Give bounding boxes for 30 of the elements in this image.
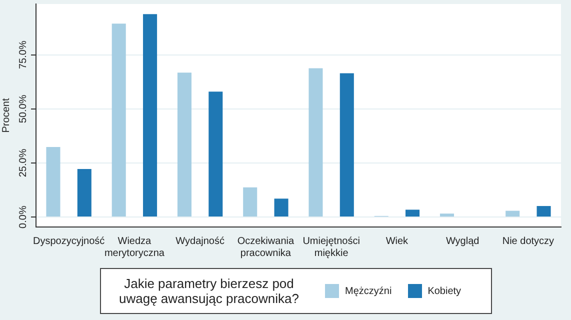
legend-label: Mężczyźni: [345, 286, 392, 296]
x-tick-label: Wiek: [386, 236, 410, 247]
bar: [274, 198, 288, 217]
bar: [406, 210, 420, 217]
legend-title: Jakie parametry bierzesz pod uwagę awansując pracownika?: [118, 276, 300, 306]
bar: [536, 206, 551, 217]
bar: [143, 14, 158, 217]
x-tick-label: Umiejętności miękkie: [302, 236, 360, 259]
x-tick-label: Wiedza merytoryczna: [104, 236, 165, 259]
bar: [340, 73, 354, 217]
y-tick-label: 75.0%: [18, 40, 29, 70]
bar: [46, 146, 60, 217]
x-tick-label: Nie dotyczy: [502, 236, 554, 247]
y-tick-label: 0.0%: [18, 206, 29, 228]
x-tick-label: Oczekiwania pracownika: [237, 236, 294, 259]
bar: [506, 210, 520, 217]
y-axis-title: Procent: [0, 98, 12, 133]
bar: [308, 68, 323, 217]
y-tick-label: 50.0%: [18, 94, 29, 124]
bar: [77, 169, 92, 217]
x-tick-label: Dyspozycyjność: [32, 236, 105, 247]
legend-label: Kobiety: [428, 286, 462, 296]
x-tick-label: Wygląd: [446, 236, 480, 247]
bar: [440, 214, 454, 217]
y-tick-label: 25.0%: [18, 148, 29, 178]
bar: [208, 92, 223, 217]
bar: [243, 187, 258, 217]
bar: [112, 24, 126, 217]
bar: [177, 72, 192, 217]
x-tick-label: Wydajność: [176, 236, 224, 247]
